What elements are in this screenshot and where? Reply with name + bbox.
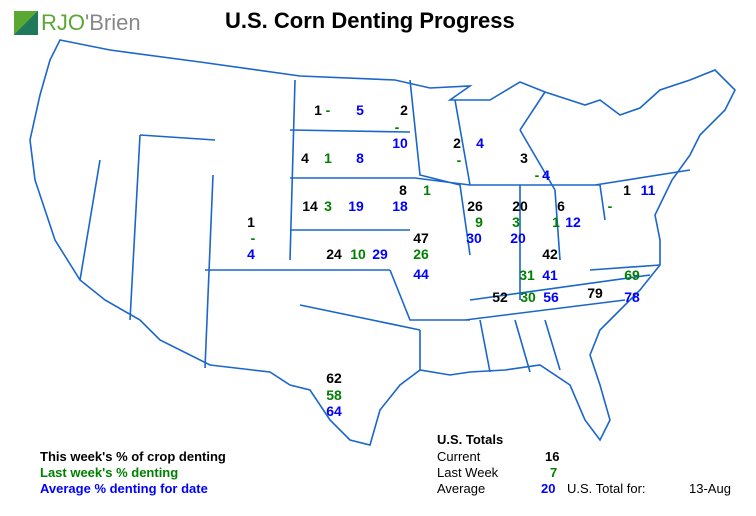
state-tn-last-week: 30 <box>520 289 536 305</box>
totals-title: U.S. Totals <box>437 432 504 447</box>
state-tn-current: 52 <box>492 289 508 305</box>
page-title: U.S. Corn Denting Progress <box>225 8 515 33</box>
state-tx-average: 64 <box>326 403 342 419</box>
state-ne-last-week: 3 <box>324 198 332 214</box>
state-sd-average: 8 <box>356 150 364 166</box>
state-co-last-week: - <box>250 230 256 246</box>
state-nc-current: 79 <box>587 285 603 301</box>
state-sd-current: 4 <box>301 150 309 166</box>
state-pa-last-week: - <box>607 198 613 214</box>
state-co-current: 1 <box>247 214 255 230</box>
state-nc-last-week: 69 <box>624 267 640 283</box>
state-tx-last-week: 58 <box>326 387 342 403</box>
legend-current: This week's % of crop denting <box>40 449 226 464</box>
state-mi-last-week: - <box>534 167 540 183</box>
state-oh-last-week: 1 <box>552 214 560 230</box>
totals-date-label: U.S. Total for: <box>567 481 646 496</box>
state-wi-last-week: - <box>456 152 462 168</box>
state-lines <box>79 79 691 373</box>
state-mo-current: 47 <box>413 230 429 246</box>
state-in-average: 20 <box>510 230 526 246</box>
totals-last-week-label: Last Week <box>437 465 499 480</box>
state-il-average: 30 <box>466 230 482 246</box>
state-oh-average: 12 <box>565 214 581 230</box>
state-in-current: 20 <box>512 198 528 214</box>
state-ks-last-week: 10 <box>350 246 366 262</box>
state-oh-current: 6 <box>557 198 565 214</box>
state-ia-current: 8 <box>399 182 407 198</box>
rjobrien-logo: RJO'Brien <box>14 10 141 36</box>
legend-last-week: Last week's % denting <box>40 465 179 480</box>
state-il-current: 26 <box>467 198 483 214</box>
state-ky-last-week: 31 <box>519 267 535 283</box>
state-ks-current: 24 <box>326 246 342 262</box>
totals-average-label: Average <box>437 481 486 496</box>
state-mo-average: 44 <box>413 266 429 282</box>
state-nd-average: 5 <box>356 102 364 118</box>
state-ia-average: 18 <box>392 198 408 214</box>
state-mo-last-week: 26 <box>413 246 429 262</box>
totals-last-week: 7 <box>550 465 558 480</box>
state-mn-current: 2 <box>400 102 408 118</box>
legend-average: Average % denting for date <box>40 481 208 496</box>
state-in-last-week: 3 <box>512 214 520 230</box>
state-mn-last-week: - <box>394 119 400 135</box>
state-ia-last-week: 1 <box>423 182 431 198</box>
state-mi-current: 3 <box>520 150 528 166</box>
state-sd-last-week: 1 <box>324 150 332 166</box>
state-nd-current: 1 <box>314 102 322 118</box>
state-tn-average: 56 <box>543 289 559 305</box>
state-mi-average: 4 <box>542 167 550 183</box>
state-ne-average: 19 <box>348 198 364 214</box>
state-mn-average: 10 <box>392 135 408 151</box>
totals-current-label: Current <box>437 449 481 464</box>
state-wi-current: 2 <box>453 135 461 151</box>
state-ne-current: 14 <box>302 198 318 214</box>
state-ky-average: 41 <box>542 267 558 283</box>
state-pa-average: 11 <box>640 182 656 198</box>
state-tx-current: 62 <box>326 370 342 386</box>
state-ks-average: 29 <box>372 246 388 262</box>
state-nc-average: 78 <box>624 289 640 305</box>
state-wi-average: 4 <box>476 135 484 151</box>
state-co-average: 4 <box>247 246 255 262</box>
state-ky-current: 42 <box>542 246 558 262</box>
totals-current: 16 <box>545 449 560 464</box>
totals-date: 13-Aug <box>689 481 731 496</box>
state-pa-current: 1 <box>623 182 631 198</box>
state-nd-last-week: - <box>325 102 331 118</box>
state-il-last-week: 9 <box>475 214 483 230</box>
totals-average: 20 <box>541 481 556 496</box>
us-outline <box>29 39 736 446</box>
